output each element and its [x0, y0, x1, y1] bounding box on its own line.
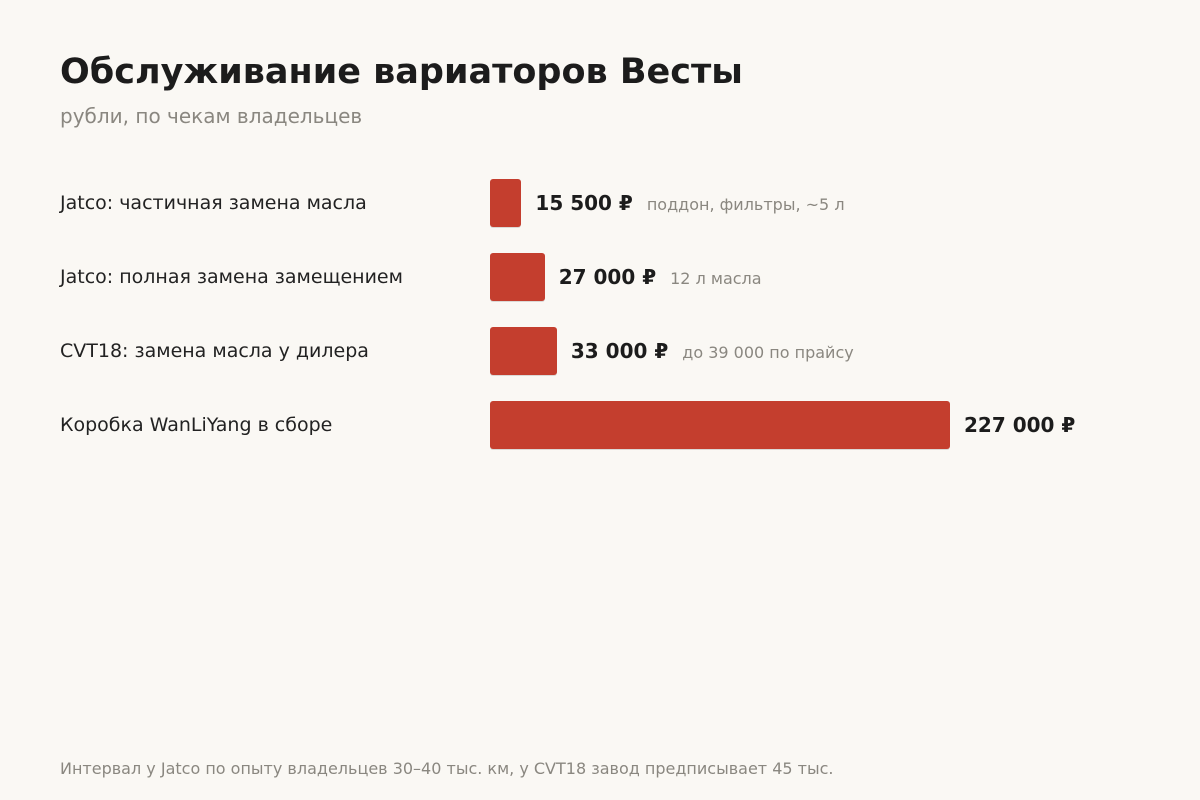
category-label: Коробка WanLiYang в сборе [60, 414, 333, 436]
bar [490, 401, 950, 449]
value-group: 15 500 ₽ поддон, фильтры, ~5 л [535, 178, 844, 228]
value-group: 33 000 ₽ до 39 000 по прайсу [571, 326, 854, 376]
bar [490, 253, 545, 301]
bar [490, 179, 522, 227]
value-label: 27 000 ₽ [558, 265, 657, 289]
category-label: CVT18: замена масла у дилера [60, 340, 369, 362]
bar-note: 12 л масла [670, 269, 762, 288]
value-label: 33 000 ₽ [570, 339, 669, 363]
value-label: 15 500 ₽ [535, 191, 633, 215]
bar-row: Jatco: частичная замена масла 15 500 ₽ под… [0, 178, 1200, 228]
value-group: 27 000 ₽ 12 л масла [559, 252, 762, 302]
bar-row: Коробка WanLiYang в сборе 227 000 ₽ [0, 400, 1200, 450]
bar-note: поддон, фильтры, ~5 л [646, 195, 845, 214]
bar-row: CVT18: замена масла у дилера 33 000 ₽ до 3… [0, 326, 1200, 376]
bar-row: Jatco: полная замена замещением 27 000 ₽ 1… [0, 252, 1200, 302]
value-label: 227 000 ₽ [964, 413, 1076, 437]
bar-note: до 39 000 по прайсу [682, 343, 854, 362]
footnote: Интервал у Jatco по опыту владельцев 30–… [60, 759, 834, 778]
category-label: Jatco: полная замена замещением [60, 266, 403, 288]
bar [490, 327, 557, 375]
chart-subtitle: рубли, по чекам владельцев [60, 104, 363, 128]
category-label: Jatco: частичная замена масла [60, 192, 367, 214]
value-group: 227 000 ₽ [964, 400, 1075, 450]
chart-title: Обслуживание вариаторов Весты [60, 52, 743, 92]
